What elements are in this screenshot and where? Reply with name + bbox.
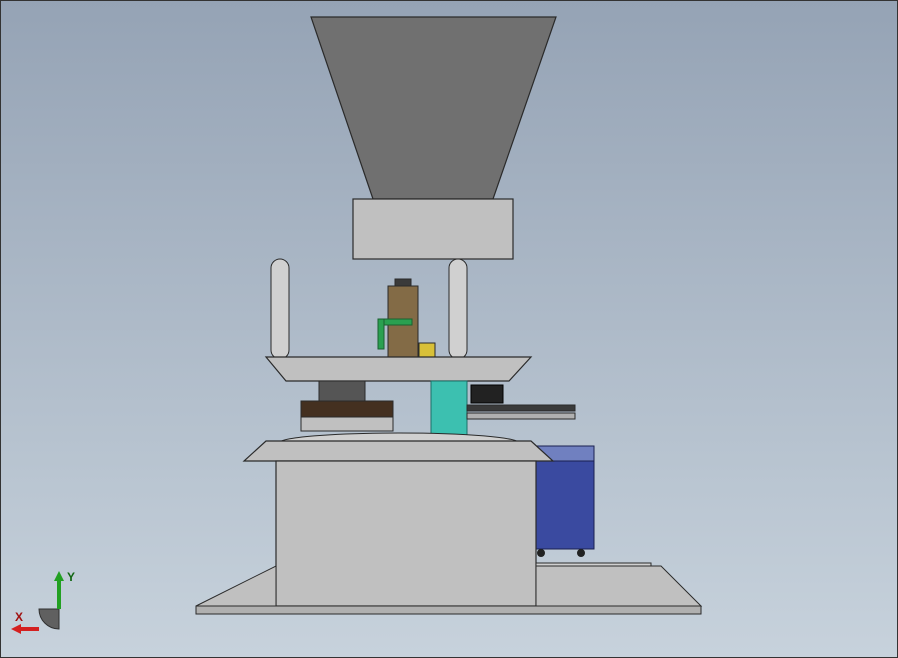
hopper-block bbox=[353, 199, 513, 259]
rail-outer bbox=[467, 405, 575, 411]
rail-inner bbox=[467, 413, 575, 419]
dark-box bbox=[471, 385, 503, 403]
foot-base bbox=[196, 606, 701, 614]
base-top-trapezoid bbox=[244, 441, 553, 461]
main-base-body bbox=[276, 461, 536, 606]
blue-caster-1 bbox=[537, 549, 545, 557]
mid-block-3 bbox=[301, 417, 393, 431]
green-arm-vertical bbox=[378, 319, 384, 349]
foot-left bbox=[196, 566, 276, 606]
cad-viewport[interactable]: Y X bbox=[0, 0, 898, 658]
triad-x-arrow-icon bbox=[11, 624, 21, 634]
triad-y-arrow-icon bbox=[54, 571, 64, 581]
triad-y-label: Y bbox=[67, 570, 75, 584]
top-plate bbox=[266, 357, 531, 381]
pillar-right bbox=[449, 259, 467, 359]
model-canvas bbox=[1, 1, 898, 658]
mid-block-2 bbox=[301, 401, 393, 417]
mid-block-1 bbox=[319, 381, 365, 401]
pillar-left bbox=[271, 259, 289, 359]
teal-column bbox=[431, 381, 467, 441]
blue-caster-2 bbox=[577, 549, 585, 557]
triad-x-label: X bbox=[15, 610, 23, 624]
triad-origin-icon bbox=[39, 609, 59, 629]
small-yellow-block bbox=[419, 343, 435, 357]
orientation-triad[interactable]: Y X bbox=[11, 567, 91, 647]
hopper-funnel bbox=[311, 17, 556, 199]
foot-right bbox=[536, 566, 701, 606]
